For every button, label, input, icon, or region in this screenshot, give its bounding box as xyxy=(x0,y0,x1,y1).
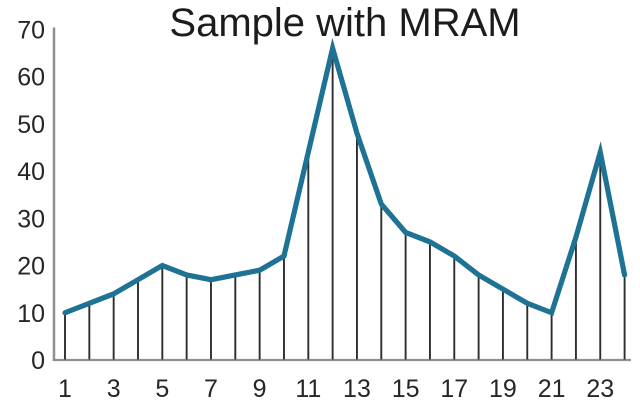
y-tick-label: 40 xyxy=(17,158,45,186)
x-tick-label: 5 xyxy=(155,375,169,403)
x-tick-label: 7 xyxy=(204,375,218,403)
x-tick-label: 1 xyxy=(58,375,72,403)
y-tick-label: 0 xyxy=(31,347,45,375)
x-tick-label: 9 xyxy=(253,375,267,403)
chart-title: Sample with MRAM xyxy=(169,1,521,45)
y-tick-label: 30 xyxy=(17,205,45,233)
y-tick-label: 70 xyxy=(17,16,45,44)
x-tick-label: 17 xyxy=(440,375,468,403)
x-tick-label: 19 xyxy=(489,375,517,403)
x-tick-label: 23 xyxy=(586,375,614,403)
y-tick-label: 10 xyxy=(17,300,45,328)
data-line xyxy=(62,37,628,317)
x-tick-label: 15 xyxy=(392,375,420,403)
x-tick-label: 11 xyxy=(295,375,321,403)
x-tick-label: 3 xyxy=(107,375,121,403)
x-tick-label: 21 xyxy=(538,375,566,403)
y-tick-label: 20 xyxy=(17,253,45,281)
y-tick-label: 60 xyxy=(17,64,45,92)
x-tick-label: 13 xyxy=(343,375,371,403)
y-tick-label: 50 xyxy=(17,111,45,139)
